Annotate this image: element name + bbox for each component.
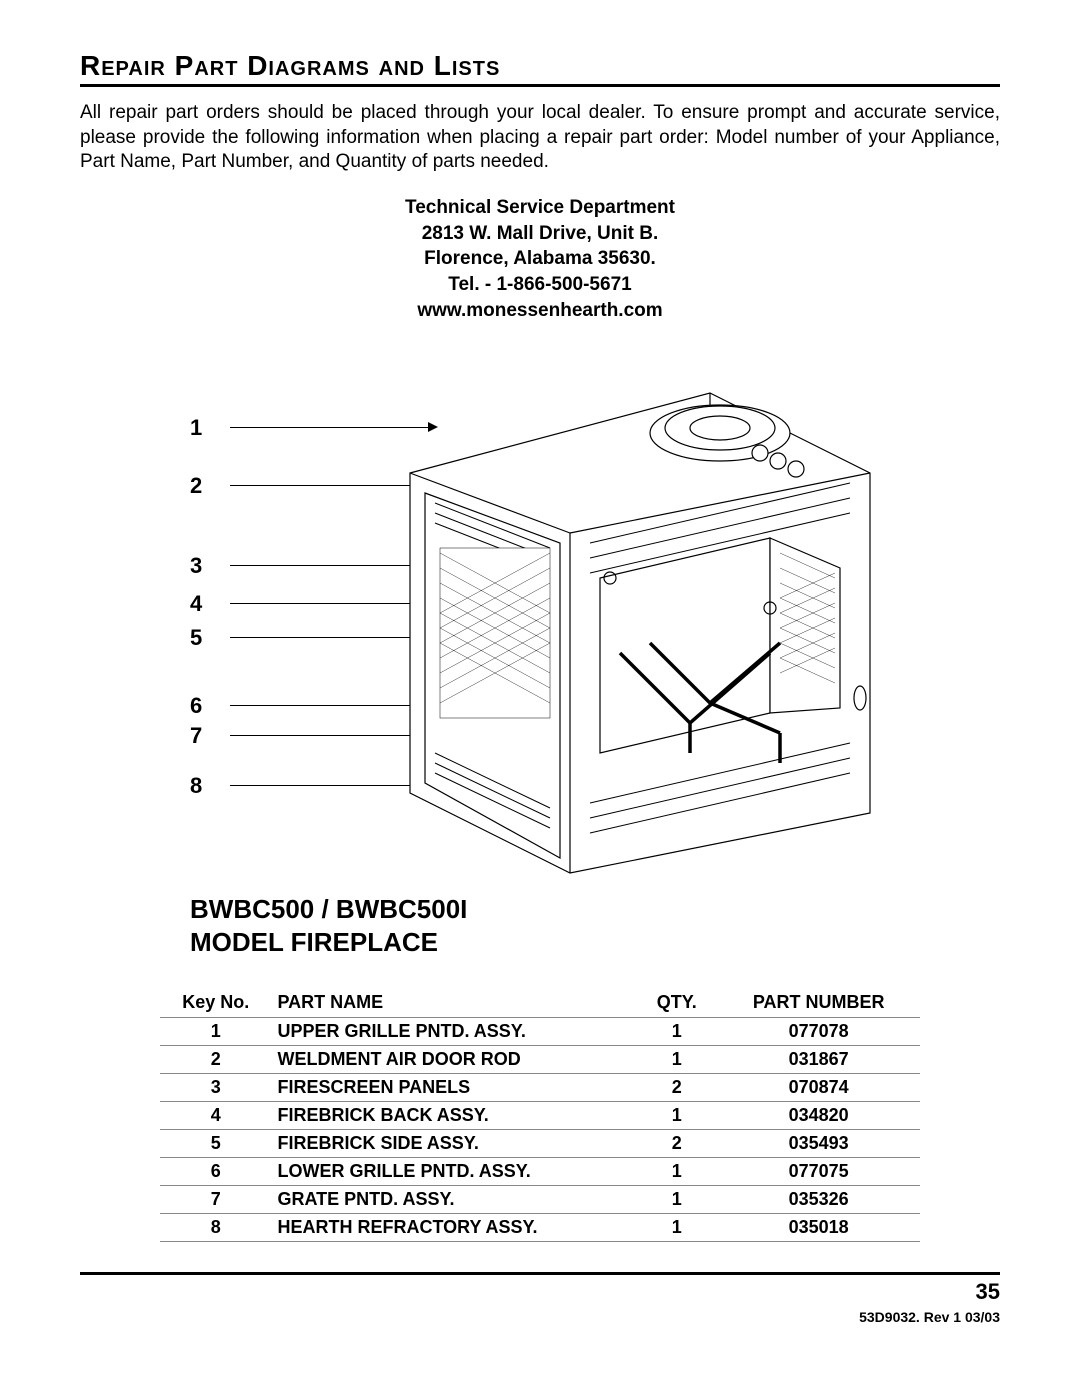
callout-2: 2 [190,473,202,499]
cell-key: 8 [160,1214,271,1242]
cell-qty: 1 [636,1214,717,1242]
cell-qty: 1 [636,1046,717,1074]
cell-key: 7 [160,1186,271,1214]
table-row: 7GRATE PNTD. ASSY.1035326 [160,1186,920,1214]
cell-name: FIREBRICK SIDE ASSY. [271,1130,636,1158]
contact-block: Technical Service Department 2813 W. Mal… [80,195,1000,323]
table-row: 4FIREBRICK BACK ASSY.1034820 [160,1102,920,1130]
cell-pn: 077075 [717,1158,920,1186]
cell-qty: 1 [636,1186,717,1214]
cell-pn: 070874 [717,1074,920,1102]
footer-rule [80,1272,1000,1275]
page-number: 35 [80,1279,1000,1305]
cell-pn: 035493 [717,1130,920,1158]
callout-3: 3 [190,553,202,579]
callout-6: 6 [190,693,202,719]
intro-paragraph: All repair part orders should be placed … [80,101,1000,175]
cell-name: WELDMENT AIR DOOR ROD [271,1046,636,1074]
model-title-line1: BWBC500 / BWBC500I [190,893,1000,926]
cell-qty: 1 [636,1018,717,1046]
cell-pn: 035326 [717,1186,920,1214]
cell-pn: 077078 [717,1018,920,1046]
exploded-diagram: 1 2 3 4 5 6 7 8 [190,353,890,883]
callout-1: 1 [190,415,202,441]
contact-tel: Tel. - 1-866-500-5671 [80,272,1000,298]
table-row: 6LOWER GRILLE PNTD. ASSY.1077075 [160,1158,920,1186]
cell-pn: 031867 [717,1046,920,1074]
table-row: 8HEARTH REFRACTORY ASSY.1035018 [160,1214,920,1242]
contact-addr2: Florence, Alabama 35630. [80,246,1000,272]
cell-key: 3 [160,1074,271,1102]
contact-web: www.monessenhearth.com [80,298,1000,324]
th-pn: PART NUMBER [717,988,920,1018]
cell-name: GRATE PNTD. ASSY. [271,1186,636,1214]
callout-7: 7 [190,723,202,749]
cell-pn: 035018 [717,1214,920,1242]
cell-name: FIRESCREEN PANELS [271,1074,636,1102]
callout-4: 4 [190,591,202,617]
th-qty: QTY. [636,988,717,1018]
cell-name: LOWER GRILLE PNTD. ASSY. [271,1158,636,1186]
model-title: BWBC500 / BWBC500I MODEL FIREPLACE [190,893,1000,958]
parts-table: Key No. PART NAME QTY. PART NUMBER 1UPPE… [160,988,920,1242]
table-row: 3FIRESCREEN PANELS2070874 [160,1074,920,1102]
cell-key: 6 [160,1158,271,1186]
cell-key: 1 [160,1018,271,1046]
cell-key: 4 [160,1102,271,1130]
cell-qty: 1 [636,1158,717,1186]
fireplace-diagram-svg [350,353,890,883]
section-title: Repair Part Diagrams and Lists [80,50,1000,87]
cell-qty: 1 [636,1102,717,1130]
contact-dept: Technical Service Department [80,195,1000,221]
cell-name: FIREBRICK BACK ASSY. [271,1102,636,1130]
cell-name: UPPER GRILLE PNTD. ASSY. [271,1018,636,1046]
table-row: 5FIREBRICK SIDE ASSY.2035493 [160,1130,920,1158]
cell-key: 2 [160,1046,271,1074]
contact-addr1: 2813 W. Mall Drive, Unit B. [80,221,1000,247]
cell-key: 5 [160,1130,271,1158]
cell-qty: 2 [636,1130,717,1158]
cell-name: HEARTH REFRACTORY ASSY. [271,1214,636,1242]
th-key: Key No. [160,988,271,1018]
table-row: 1UPPER GRILLE PNTD. ASSY.1077078 [160,1018,920,1046]
model-title-line2: MODEL FIREPLACE [190,926,1000,959]
cell-pn: 034820 [717,1102,920,1130]
doc-revision: 53D9032. Rev 1 03/03 [80,1309,1000,1325]
th-name: PART NAME [271,988,636,1018]
callout-5: 5 [190,625,202,651]
callout-8: 8 [190,773,202,799]
table-row: 2WELDMENT AIR DOOR ROD1031867 [160,1046,920,1074]
cell-qty: 2 [636,1074,717,1102]
